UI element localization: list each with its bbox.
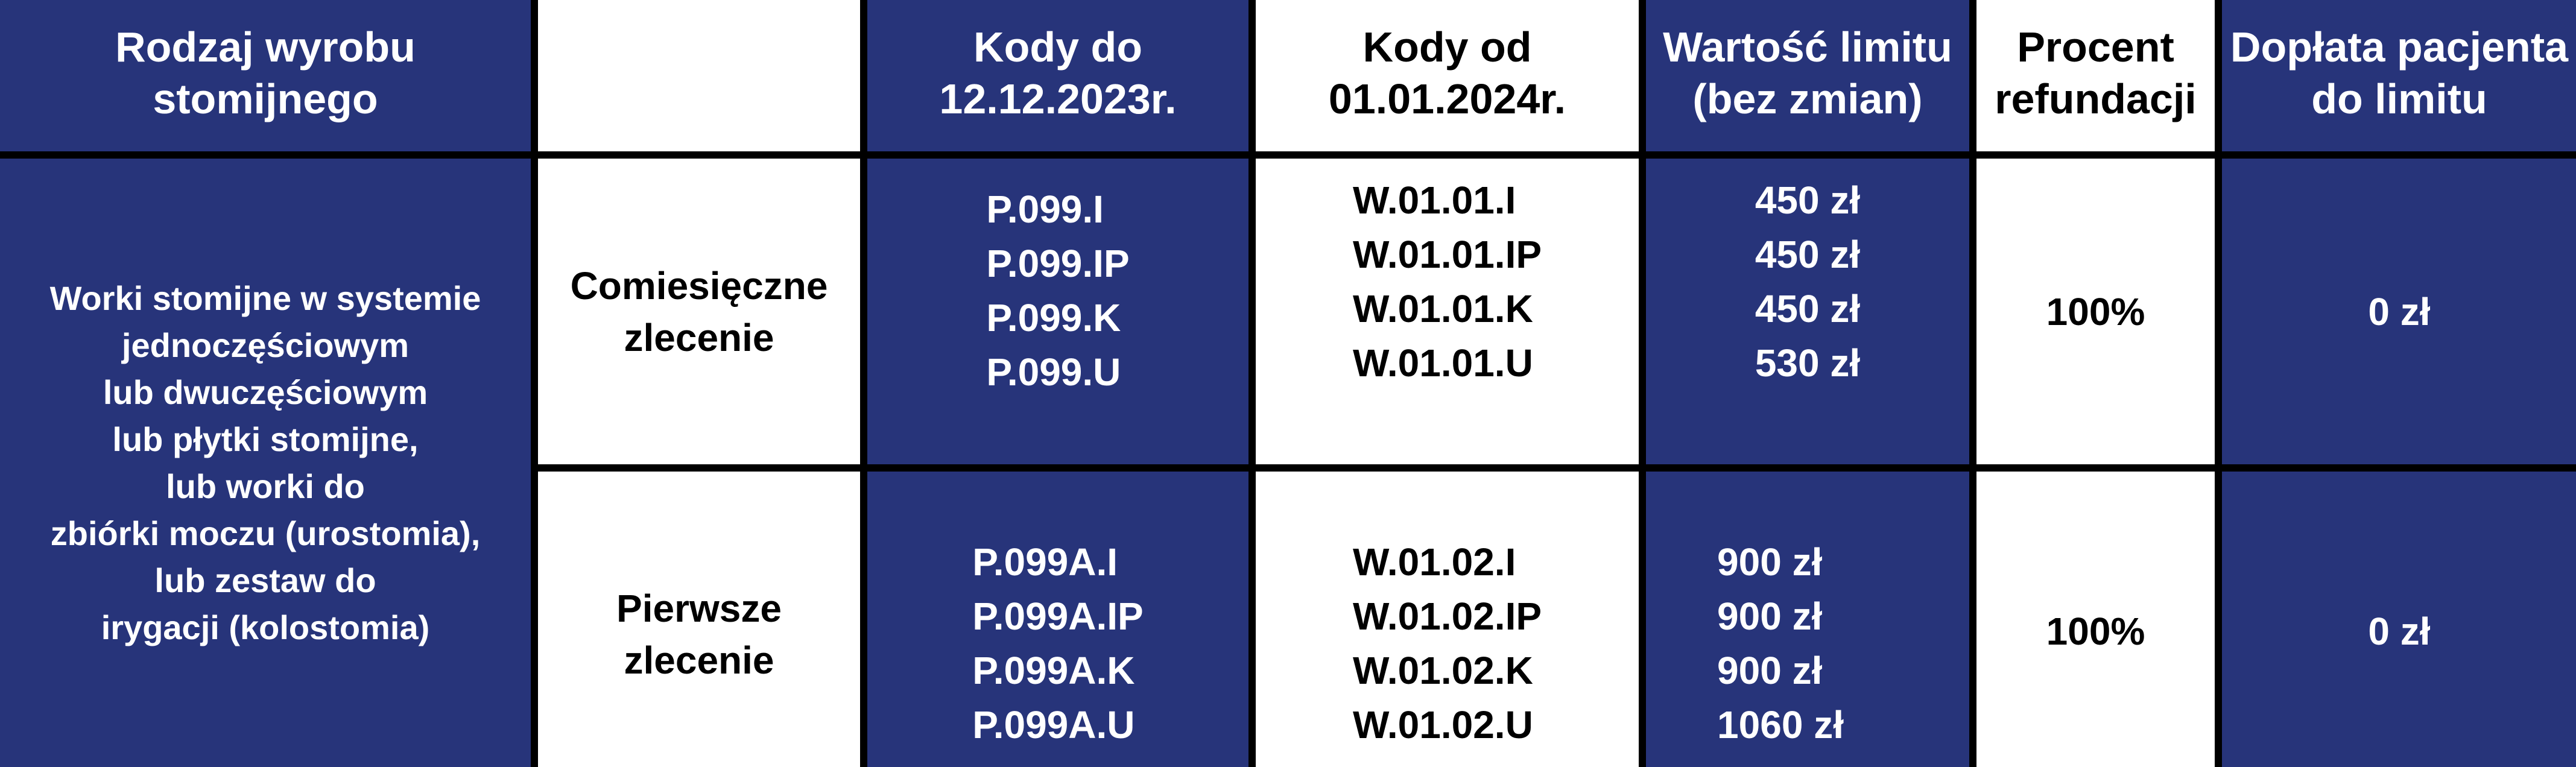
code: P.099.I (986, 187, 1104, 231)
limit-value: 900 zł (1717, 595, 1823, 638)
limit-cell: 450 zł 450 zł 450 zł 530 zł (1646, 159, 1969, 464)
header-text: Rodzaj wyrobu (115, 23, 416, 71)
code: W.01.02.K (1352, 649, 1533, 692)
header-text: 12.12.2023r. (939, 75, 1177, 122)
refund-cell: 100% (1976, 472, 2215, 767)
copay-value: 0 zł (2368, 610, 2431, 653)
product-line: lub zestaw do (154, 561, 376, 599)
order-type-cell: Pierwsze zlecenie (538, 472, 860, 767)
code: P.099.K (986, 295, 1121, 339)
product-line: jednoczęściowym (121, 326, 410, 364)
limit-value: 900 zł (1717, 649, 1823, 692)
header-text: Procent (2017, 23, 2174, 71)
header-product-type: Rodzaj wyrobu stomijnego (0, 0, 531, 151)
code: W.01.01.K (1352, 286, 1533, 330)
code: W.01.01.I (1352, 178, 1516, 222)
order-text: zlecenie (624, 639, 774, 682)
code: W.01.01.U (1352, 341, 1533, 385)
product-line: lub dwuczęściowym (103, 373, 428, 411)
limit-cell: 900 zł 900 zł 900 zł 1060 zł (1646, 472, 1969, 767)
header-text: (bez zmian) (1692, 75, 1923, 122)
code: W.01.02.U (1352, 703, 1533, 746)
copay-value: 0 zł (2368, 289, 2431, 333)
limit-value: 450 zł (1755, 286, 1861, 330)
product-type-cell: Worki stomijne w systemie jednoczęściowy… (0, 159, 531, 767)
order-text: Comiesięczne (570, 264, 828, 308)
header-text: Wartość limitu (1663, 23, 1952, 71)
order-text: Pierwsze (616, 587, 782, 630)
code: P.099.IP (986, 241, 1130, 285)
old-codes-cell: P.099.I P.099.IP P.099.K P.099.U (867, 159, 1248, 464)
header-text: 01.01.2024r. (1328, 75, 1566, 122)
header-text: stomijnego (153, 75, 378, 122)
order-type-cell: Comiesięczne zlecenie (538, 159, 860, 464)
new-codes-cell: W.01.02.I W.01.02.IP W.01.02.K W.01.02.U (1256, 472, 1639, 767)
code: P.099A.U (972, 703, 1135, 746)
product-line: lub worki do (166, 467, 365, 505)
header-text: refundacji (1995, 75, 2197, 122)
refund-cell: 100% (1976, 159, 2215, 464)
new-codes-cell: W.01.01.I W.01.01.IP W.01.01.K W.01.01.U (1256, 159, 1639, 464)
limit-value: 900 zł (1717, 540, 1823, 584)
limit-value: 1060 zł (1717, 703, 1844, 746)
header-copay: Dopłata pacjenta do limitu (2222, 0, 2576, 151)
header-text: Kody od (1362, 23, 1532, 71)
limit-value: 450 zł (1755, 232, 1861, 276)
header-empty (538, 0, 860, 151)
product-line: Worki stomijne w systemie (49, 279, 481, 317)
code: P.099.U (986, 350, 1121, 394)
copay-cell: 0 zł (2222, 472, 2576, 767)
order-text: zlecenie (624, 315, 774, 359)
product-line: zbiórki moczu (urostomia), (50, 514, 481, 552)
header-refund: Procent refundacji (1976, 0, 2215, 151)
code: P.099A.K (972, 649, 1135, 692)
code: P.099A.I (972, 540, 1118, 584)
header-text: Dopłata pacjenta (2230, 23, 2569, 71)
limit-value: 450 zł (1755, 178, 1861, 222)
code: W.01.02.I (1352, 540, 1516, 584)
refund-value: 100% (2046, 610, 2145, 653)
limit-value: 530 zł (1755, 341, 1861, 385)
header-text: Kody do (973, 23, 1142, 71)
product-line: lub płytki stomijne, (112, 420, 419, 458)
refund-value: 100% (2046, 289, 2145, 333)
header-limit: Wartość limitu (bez zmian) (1646, 0, 1969, 151)
code: W.01.02.IP (1352, 595, 1542, 638)
header-old-codes: Kody do 12.12.2023r. (867, 0, 1248, 151)
product-line: irygacji (kolostomia) (101, 608, 430, 646)
code: P.099A.IP (972, 595, 1144, 638)
copay-cell: 0 zł (2222, 159, 2576, 464)
code: W.01.01.IP (1352, 232, 1542, 276)
old-codes-cell: P.099A.I P.099A.IP P.099A.K P.099A.U (867, 472, 1248, 767)
header-text: do limitu (2311, 75, 2487, 122)
header-new-codes: Kody od 01.01.2024r. (1256, 0, 1639, 151)
